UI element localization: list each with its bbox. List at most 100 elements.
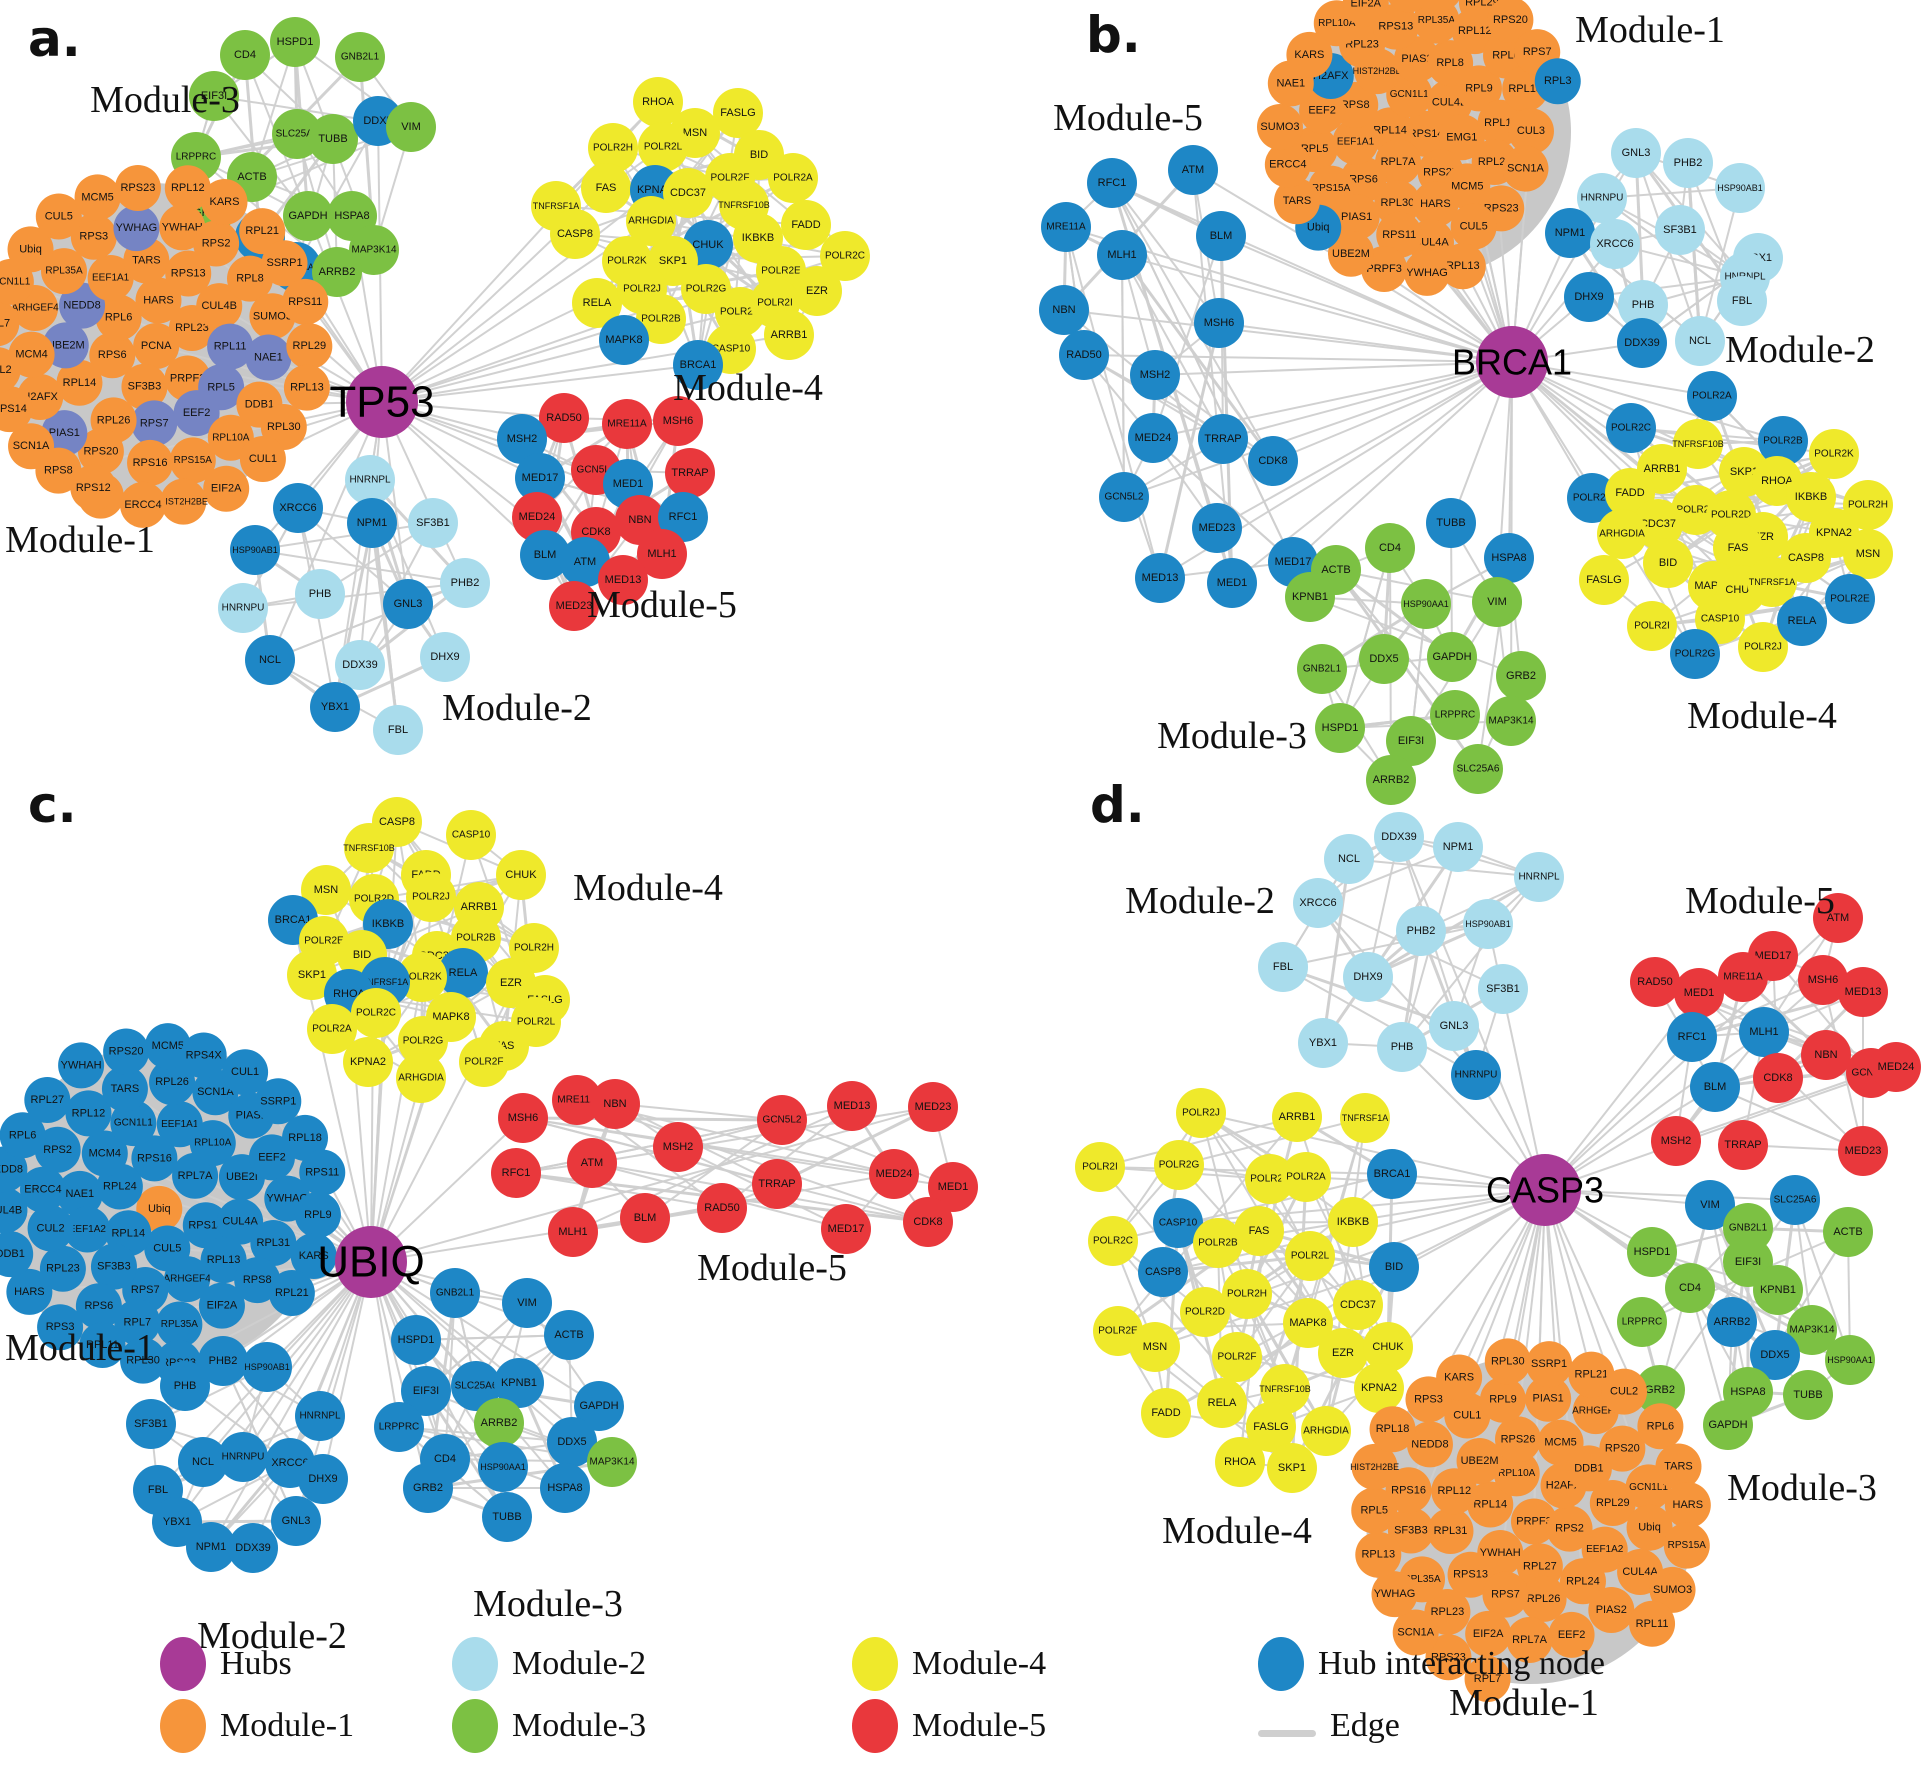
node-POLR2J[interactable]: POLR2J [1176, 1088, 1226, 1138]
node-KPNB1[interactable]: KPNB1 [494, 1358, 544, 1408]
node-HARS[interactable]: HARS [1664, 1482, 1711, 1529]
node-NCL[interactable]: NCL [178, 1437, 228, 1487]
node-POLR2L[interactable]: POLR2L [1567, 473, 1617, 523]
node-MRE11A[interactable]: MRE11A [552, 1075, 602, 1125]
node-SCN1A[interactable]: SCN1A [1502, 145, 1549, 192]
node-ARHGDIA[interactable]: ARHGDIA [1301, 1406, 1351, 1456]
node-POLR2G[interactable]: POLR2G [1154, 1140, 1204, 1190]
node-DDB1[interactable]: DDB1 [0, 1231, 34, 1278]
node-MED24[interactable]: MED24 [869, 1149, 919, 1199]
node-MSH2[interactable]: MSH2 [1130, 350, 1180, 400]
node-GNB2L1[interactable]: GNB2L1 [1297, 644, 1347, 694]
node-RPL12[interactable]: RPL12 [65, 1090, 112, 1137]
node-PHB[interactable]: PHB [1377, 1022, 1427, 1072]
node-RPL7A[interactable]: RPL7A [1375, 139, 1422, 186]
node-FAS[interactable]: FAS [1234, 1206, 1284, 1256]
node-RPS15A[interactable]: RPS15A [1663, 1522, 1710, 1569]
node-POLR2I[interactable]: POLR2I [1075, 1142, 1125, 1192]
node-HIST2H2BE[interactable]: HIST2H2BE [159, 478, 208, 525]
node-RPS20[interactable]: RPS20 [77, 428, 124, 475]
node-MED13[interactable]: MED13 [1135, 553, 1185, 603]
node-POLR2K[interactable]: POLR2K [1809, 429, 1859, 479]
node-RPL29[interactable]: RPL29 [1589, 1480, 1636, 1527]
node-FBL[interactable]: FBL [1717, 276, 1767, 326]
node-FADD[interactable]: FADD [1141, 1388, 1191, 1438]
node-MED17[interactable]: MED17 [515, 453, 565, 503]
node-GNL3[interactable]: GNL3 [383, 579, 433, 629]
node-HSP90AA1[interactable]: HSP90AA1 [1825, 1335, 1875, 1385]
node-MAP3K14[interactable]: MAP3K14 [1787, 1305, 1837, 1355]
node-CHUK[interactable]: CHUK [1363, 1322, 1413, 1372]
node-NBN[interactable]: NBN [590, 1079, 640, 1129]
node-PIAS1[interactable]: PIAS1 [1525, 1375, 1572, 1422]
node-MED1[interactable]: MED1 [1674, 968, 1724, 1018]
node-KARS[interactable]: KARS [201, 179, 248, 226]
node-SF3B1[interactable]: SF3B1 [1655, 205, 1705, 255]
node-UBE2M[interactable]: UBE2M [1456, 1437, 1503, 1484]
node-RPL35A[interactable]: RPL35A [1413, 0, 1460, 44]
node-NBN[interactable]: NBN [1039, 285, 1089, 335]
node-RPS16[interactable]: RPS16 [127, 439, 174, 486]
node-SF3B1[interactable]: SF3B1 [1478, 964, 1528, 1014]
node-SLC25A6[interactable]: SLC25A6 [1770, 1175, 1820, 1225]
node-GNL3[interactable]: GNL3 [1611, 128, 1661, 178]
node-CUL5[interactable]: CUL5 [1450, 203, 1497, 250]
node-MED23[interactable]: MED23 [1192, 503, 1242, 553]
node-RPL11[interactable]: RPL11 [79, 1322, 126, 1369]
node-EEF2[interactable]: EEF2 [1299, 87, 1346, 134]
node-POLR2L[interactable]: POLR2L [638, 122, 688, 172]
node-MSN[interactable]: MSN [301, 865, 351, 915]
node-PHB[interactable]: PHB [160, 1361, 210, 1411]
node-RPS20[interactable]: RPS20 [103, 1028, 150, 1075]
node-TNFRSF10B[interactable]: TNFRSF10B [1259, 1364, 1311, 1414]
node-POLR2L[interactable]: POLR2L [1285, 1231, 1335, 1281]
node-EZR[interactable]: EZR [792, 266, 842, 316]
node-YWHAG[interactable]: YWHAG [1371, 1571, 1418, 1618]
node-MLH1[interactable]: MLH1 [637, 529, 687, 579]
node-RPL35A[interactable]: RPL35A [156, 1301, 203, 1348]
node-RPS13[interactable]: RPS13 [182, 1202, 229, 1249]
node-POLR2H[interactable]: POLR2H [588, 123, 638, 173]
hub-node-UBIQ[interactable]: UBIQ [317, 1226, 425, 1298]
node-RPS2[interactable]: RPS2 [34, 1126, 81, 1173]
node-CUL1[interactable]: CUL1 [239, 436, 286, 483]
node-RPS6[interactable]: RPS6 [89, 332, 136, 379]
node-CUL2[interactable]: CUL2 [0, 347, 21, 393]
node-RPS6[interactable]: RPS6 [75, 1283, 122, 1330]
node-TNFRSF1A[interactable]: TNFRSF1A [1340, 1093, 1390, 1143]
node-RPL30[interactable]: RPL30 [1484, 1338, 1531, 1385]
node-POLR2I[interactable]: POLR2I [1627, 601, 1677, 651]
node-HNRNPL[interactable]: HNRNPL [345, 455, 395, 505]
node-GNL3[interactable]: GNL3 [1429, 1001, 1479, 1051]
node-MSH2[interactable]: MSH2 [1651, 1116, 1701, 1166]
node-EEF1A2[interactable]: EEF1A2 [64, 1206, 111, 1253]
node-RPS20[interactable]: RPS20 [1599, 1425, 1646, 1472]
node-PHB[interactable]: PHB [1618, 280, 1668, 330]
node-MSH2[interactable]: MSH2 [497, 414, 547, 464]
node-RPL29[interactable]: RPL29 [286, 323, 333, 370]
node-RAD50[interactable]: RAD50 [539, 393, 589, 443]
node-CD4[interactable]: CD4 [220, 30, 270, 80]
node-RPS2[interactable]: RPS2 [1546, 1505, 1593, 1552]
node-KPNA2[interactable]: KPNA2 [1354, 1363, 1404, 1413]
node-GNB2L1[interactable]: GNB2L1 [335, 32, 385, 82]
node-RPS3[interactable]: RPS3 [70, 213, 117, 260]
node-NEDD8[interactable]: NEDD8 [59, 282, 106, 329]
node-ATM[interactable]: ATM [1813, 893, 1863, 943]
node-CDK8[interactable]: CDK8 [1753, 1053, 1803, 1103]
node-NPM1[interactable]: NPM1 [347, 498, 397, 548]
node-SF3B3[interactable]: SF3B3 [121, 363, 168, 410]
node-POLR2E[interactable]: POLR2E [1825, 574, 1875, 624]
node-HNRNPU[interactable]: HNRNPU [1577, 173, 1627, 223]
node-RPL30[interactable]: RPL30 [120, 1337, 167, 1384]
node-MED23[interactable]: MED23 [549, 581, 599, 631]
node-MSH2[interactable]: MSH2 [653, 1122, 703, 1172]
node-DDX5[interactable]: DDX5 [547, 1417, 597, 1467]
node-CUL1[interactable]: CUL1 [222, 1049, 269, 1096]
node-RFC1[interactable]: RFC1 [1667, 1012, 1717, 1062]
node-ARRB2[interactable]: ARRB2 [1707, 1297, 1757, 1347]
node-CASP8[interactable]: CASP8 [1138, 1247, 1188, 1297]
node-HSP90AB1[interactable]: HSP90AB1 [230, 525, 280, 575]
node-ATM[interactable]: ATM [567, 1138, 617, 1188]
node-PRPF3[interactable]: PRPF3 [1510, 1498, 1557, 1545]
